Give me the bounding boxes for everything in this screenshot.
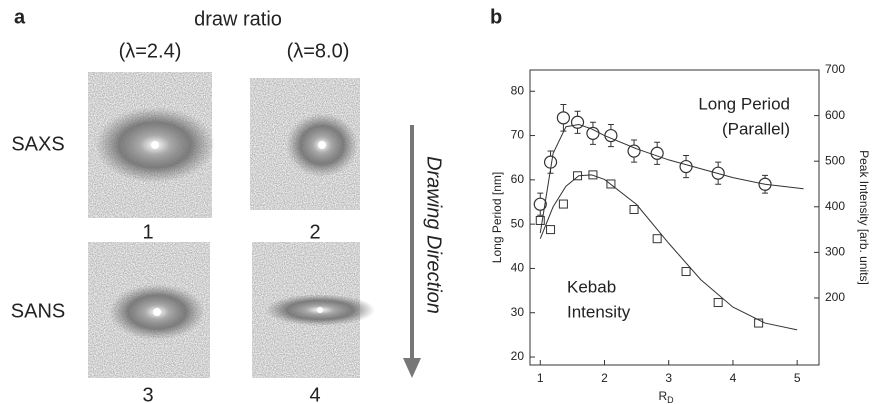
y-tick-label: 30 xyxy=(511,305,525,319)
pattern-image xyxy=(88,242,210,378)
data-point xyxy=(681,267,691,277)
data-point xyxy=(652,234,662,244)
y2-tick-label: 400 xyxy=(825,199,845,213)
x-axis-title-sub: D xyxy=(667,395,674,404)
annotation: Kebab xyxy=(567,277,616,296)
y-tick-label: 60 xyxy=(511,172,525,186)
y-tick-label: 40 xyxy=(511,261,525,275)
image-label: 4 xyxy=(309,384,320,404)
y-tick-label: 20 xyxy=(511,349,525,363)
x-tick-label: 2 xyxy=(601,371,608,385)
data-point xyxy=(679,159,693,174)
y2-tick-label: 500 xyxy=(825,153,845,167)
image-label: 1 xyxy=(142,221,153,243)
fit-line xyxy=(539,123,804,234)
data-point xyxy=(533,197,547,211)
data-point xyxy=(650,146,664,160)
x-tick-label: 4 xyxy=(730,371,737,385)
fit-line xyxy=(539,174,798,331)
y-axis-title: Long Period [nm] xyxy=(490,172,504,263)
row-label: SANS xyxy=(11,300,65,322)
data-point xyxy=(629,205,639,215)
pattern-image xyxy=(88,72,215,218)
y2-tick-label: 200 xyxy=(825,290,845,304)
data-point xyxy=(556,111,570,125)
y-tick-label: 70 xyxy=(511,128,525,142)
data-point xyxy=(570,115,585,129)
image-label: 3 xyxy=(142,384,153,404)
y2-tick-label: 700 xyxy=(825,62,845,76)
panel-title: draw ratio xyxy=(194,8,282,30)
y2-axis-title: Peak Intensity [arb. units] xyxy=(857,150,871,285)
panel-a: a draw ratio (λ=2.4) (λ=8.0) SAXS SANS 1… xyxy=(11,6,445,404)
image-label: 2 xyxy=(309,221,320,243)
pattern-image xyxy=(250,78,360,210)
column-label: (λ=2.4) xyxy=(119,40,182,62)
y2-tick-label: 300 xyxy=(825,245,845,259)
plot-frame xyxy=(529,69,820,366)
x-tick-label: 5 xyxy=(794,371,801,385)
x-axis-title: RD xyxy=(659,389,675,404)
annotation: Intensity xyxy=(567,302,631,321)
annotation: Long Period xyxy=(698,94,790,113)
y-tick-label: 80 xyxy=(511,83,525,97)
panel-label: a xyxy=(14,6,26,28)
data-point xyxy=(754,318,764,328)
column-label: (λ=8.0) xyxy=(287,40,350,62)
panel-b: b 1 2 3 4 5 20 30 40 50 60 70 80 200 300 400 500 600 700 L… xyxy=(490,6,871,404)
data-point xyxy=(586,126,600,140)
data-point xyxy=(627,144,641,158)
panel-label: b xyxy=(490,6,502,28)
x-tick-label: 3 xyxy=(665,371,672,385)
annotation: (Parallel) xyxy=(722,119,790,138)
data-point xyxy=(535,215,545,225)
y2-tick-label: 600 xyxy=(825,108,845,122)
x-axis-title-base: R xyxy=(659,389,668,403)
x-tick-label: 1 xyxy=(537,371,544,385)
y-tick-label: 50 xyxy=(511,216,525,230)
arrow xyxy=(403,125,421,378)
data-point xyxy=(713,298,723,308)
row-label: SAXS xyxy=(11,133,64,155)
data-point xyxy=(546,225,556,235)
data-point xyxy=(558,199,568,209)
arrow-label: Drawing Direction xyxy=(423,156,445,314)
pattern-image xyxy=(252,242,375,378)
